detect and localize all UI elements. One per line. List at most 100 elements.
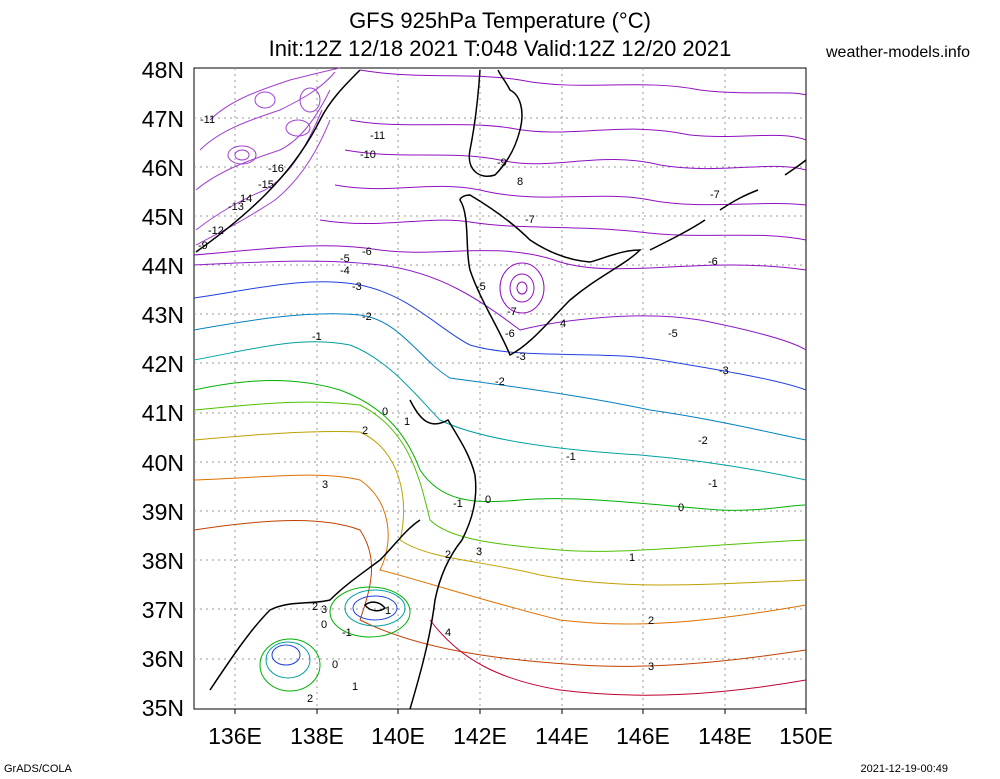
isotherm <box>209 67 341 121</box>
contour-label: -1 <box>708 478 718 490</box>
isotherm <box>193 474 807 625</box>
contour-label: -1 <box>566 451 576 463</box>
contour-label: -3 <box>516 351 526 363</box>
contour-label: 1 <box>385 605 391 617</box>
contour-label: -7 <box>507 306 517 318</box>
lat-label: 41N <box>141 400 184 426</box>
contour-label: -9 <box>198 240 208 252</box>
footer-timestamp: 2021-12-19-00:49 <box>860 763 948 775</box>
map-subtitle: Init:12Z 12/18 2021 T:048 Valid:12Z 12/2… <box>268 36 732 61</box>
contour-label: -11 <box>200 114 215 126</box>
contour-label: -2 <box>362 311 372 323</box>
lon-label: 144E <box>535 723 589 749</box>
contour-label: 0 <box>485 494 491 506</box>
isotherm <box>285 119 311 137</box>
contour-label: -1 <box>342 627 352 639</box>
lat-label: 37N <box>141 597 184 623</box>
lon-label: 138E <box>290 723 344 749</box>
lat-label: 48N <box>141 57 184 83</box>
lat-label: 46N <box>141 155 184 181</box>
isotherm <box>193 401 807 552</box>
lon-label: 146E <box>616 723 670 749</box>
contour-label: -2 <box>495 376 505 388</box>
isotherm <box>199 71 336 151</box>
contour-label: 2 <box>445 549 451 561</box>
isotherm <box>344 589 406 627</box>
isotherm <box>195 89 331 191</box>
isotherm <box>352 595 398 621</box>
isotherm <box>509 273 535 303</box>
contour-label: 3 <box>322 479 328 491</box>
isotherm <box>227 145 257 165</box>
isotherm <box>193 380 807 511</box>
lon-label: 136E <box>208 723 262 749</box>
contour-label: -5 <box>476 281 486 293</box>
lat-label: 36N <box>141 646 184 672</box>
isotherm <box>359 69 807 96</box>
isotherm <box>193 260 807 351</box>
lat-label: 39N <box>141 499 184 525</box>
contour-label: -1 <box>312 331 322 343</box>
contour-label: 0 <box>678 502 684 514</box>
isotherm <box>329 586 411 638</box>
contour-label: 2 <box>312 601 318 613</box>
contour-label: -6 <box>362 246 372 258</box>
coastline <box>649 159 807 251</box>
isotherm <box>429 619 807 696</box>
contour-label: 3 <box>476 546 482 558</box>
contour-label: 2 <box>307 693 313 705</box>
contour-label: 4 <box>560 318 566 330</box>
isotherm <box>193 245 807 271</box>
contour-label: -6 <box>505 328 515 340</box>
isotherm <box>234 149 250 161</box>
lat-label: 45N <box>141 204 184 230</box>
contour-label: 1 <box>404 416 410 428</box>
contour-label: -15 <box>258 179 274 191</box>
isotherm <box>499 262 545 314</box>
isotherm <box>516 281 528 295</box>
coastline <box>468 69 523 177</box>
lat-label: 42N <box>141 351 184 377</box>
contour-label: 0 <box>332 659 338 671</box>
lon-label: 150E <box>779 723 833 749</box>
contour-label: -6 <box>708 256 718 268</box>
contour-label: -16 <box>268 163 284 175</box>
contour-labels: -11 -11 -10 -9 8 -16 -15 14 -13 -12 -9 -… <box>198 114 729 705</box>
plot-frame <box>193 67 807 710</box>
isotherm <box>193 281 807 391</box>
contour-label: -4 <box>340 265 350 277</box>
contour-label: 3 <box>648 661 654 673</box>
contour-label: 0 <box>321 619 327 631</box>
lat-label: 47N <box>141 106 184 132</box>
contour-label: -1 <box>453 498 463 510</box>
isotherm <box>193 313 807 441</box>
isotherm <box>299 87 321 113</box>
contour-label: -11 <box>370 130 385 142</box>
contour-label: 8 <box>517 176 523 188</box>
contour-label: -7 <box>525 214 535 226</box>
contour-label: -12 <box>208 225 224 237</box>
isotherm <box>349 119 807 141</box>
coastline <box>459 194 642 357</box>
contour-label: -9 <box>497 157 507 169</box>
lon-label: 142E <box>453 723 507 749</box>
coastline <box>195 69 361 253</box>
contour-label: 1 <box>629 552 635 564</box>
map-title: GFS 925hPa Temperature (°C) <box>349 8 651 33</box>
contour-label: -3 <box>719 365 729 377</box>
isotherm <box>259 638 321 692</box>
contour-label: 1 <box>352 681 358 693</box>
lat-label: 40N <box>141 450 184 476</box>
contour-label: -10 <box>360 149 376 161</box>
lat-label: 35N <box>141 695 184 721</box>
contour-label: -5 <box>668 328 678 340</box>
lon-label: 140E <box>371 723 425 749</box>
contour-label: 0 <box>382 406 388 418</box>
contour-label: 3 <box>321 604 327 616</box>
isotherm <box>265 641 311 679</box>
contour-label: -5 <box>340 253 350 265</box>
coastline <box>209 399 477 710</box>
contour-label: -13 <box>228 201 244 213</box>
isotherm <box>254 91 276 109</box>
